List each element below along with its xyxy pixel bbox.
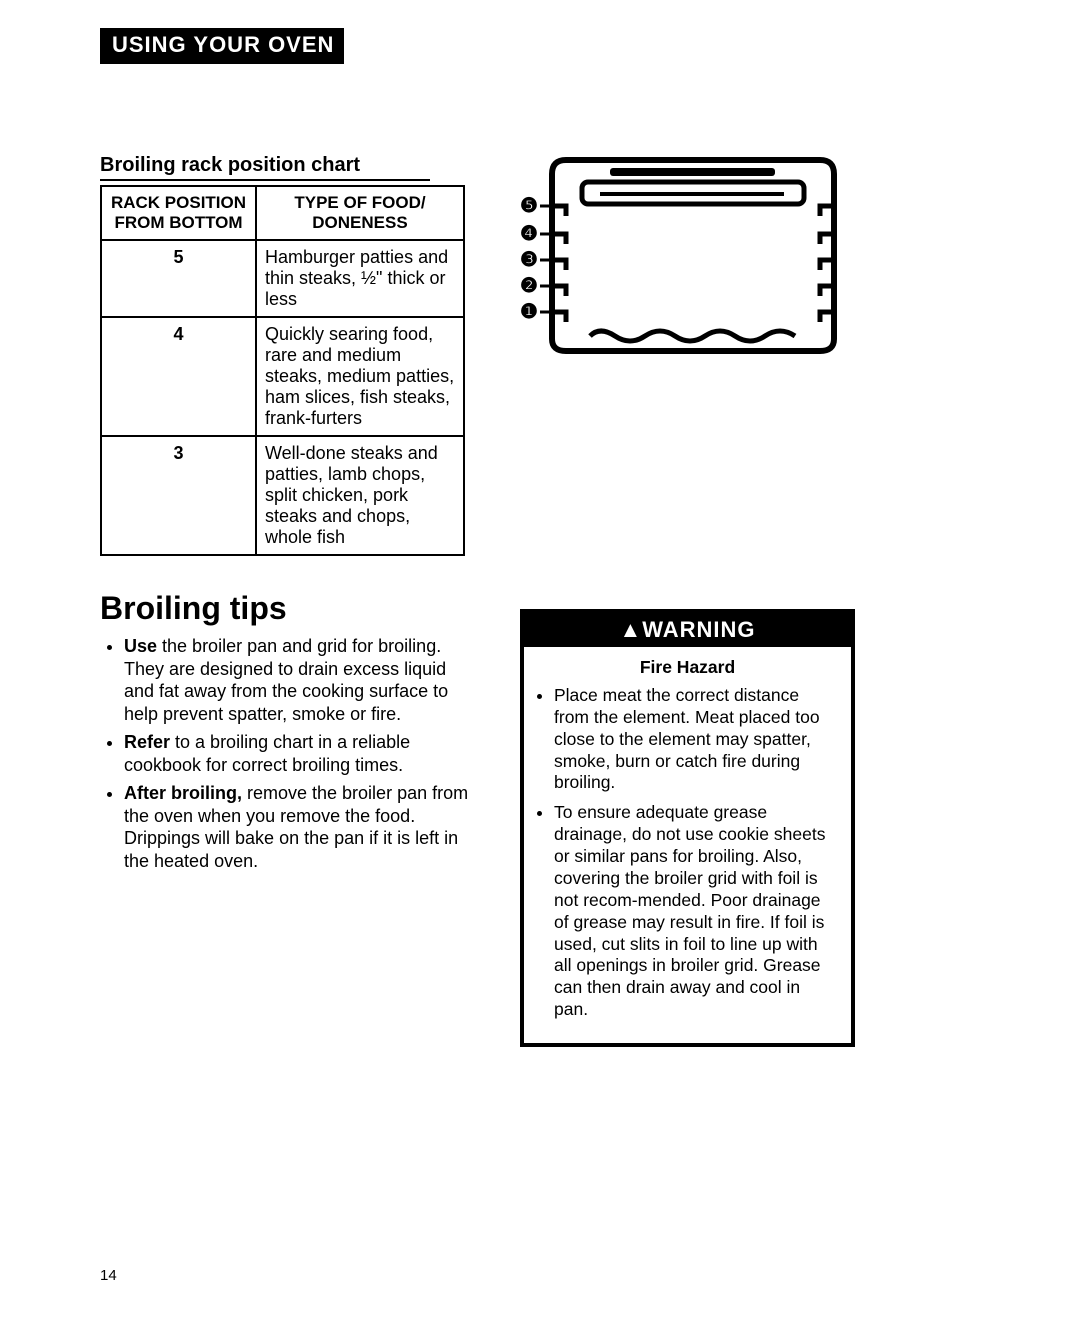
warning-subtitle: Fire Hazard [538, 657, 837, 679]
svg-text:❶: ❶ [520, 301, 538, 323]
warning-box: ▲WARNING Fire Hazard Place meat the corr… [520, 609, 855, 1047]
list-item: Refer to a broiling chart in a reliable … [124, 731, 470, 776]
section-header: USING YOUR OVEN [100, 28, 344, 64]
warning-list: Place meat the correct distance from the… [538, 685, 837, 1021]
tips-heading: Broiling tips [100, 590, 470, 627]
tips-list: Use the broiler pan and grid for broilin… [100, 635, 470, 872]
svg-text:❷: ❷ [520, 275, 538, 297]
list-item: Place meat the correct distance from the… [554, 685, 837, 794]
list-item: After broiling, remove the broiler pan f… [124, 782, 470, 872]
warning-header: ▲WARNING [524, 613, 851, 647]
chart-title: Broiling rack position chart [100, 154, 430, 181]
list-item: To ensure adequate grease drainage, do n… [554, 802, 837, 1021]
table-row: 3 Well-done steaks and patties, lamb cho… [101, 436, 464, 555]
table-row: 5 Hamburger patties and thin steaks, ½" … [101, 240, 464, 317]
page-number: 14 [100, 1267, 980, 1284]
right-column: ❺ ❹ ❸ ❷ ❶ ▲WARNING Fire Hazard Place mea… [520, 154, 980, 1047]
svg-text:❸: ❸ [520, 249, 538, 271]
oven-rack-diagram: ❺ ❹ ❸ ❷ ❶ [520, 154, 980, 359]
table-header-col1: RACK POSITIONFROM BOTTOM [101, 186, 256, 240]
warning-icon: ▲ [619, 617, 642, 642]
table-header-col2: TYPE OF FOOD/DONENESS [256, 186, 464, 240]
table-row: 4 Quickly searing food, rare and medium … [101, 317, 464, 436]
left-column: Broiling rack position chart RACK POSITI… [100, 154, 470, 1047]
rack-position-table: RACK POSITIONFROM BOTTOM TYPE OF FOOD/DO… [100, 185, 465, 556]
list-item: Use the broiler pan and grid for broilin… [124, 635, 470, 725]
svg-text:❹: ❹ [520, 223, 538, 245]
svg-text:❺: ❺ [520, 195, 538, 217]
